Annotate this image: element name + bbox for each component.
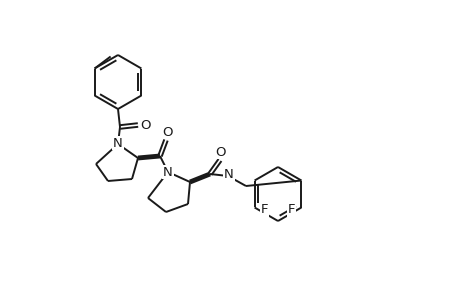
Text: O: O (162, 125, 173, 139)
Text: N: N (163, 166, 173, 178)
Text: O: O (215, 146, 226, 158)
Text: O: O (140, 118, 151, 131)
Text: N: N (224, 167, 233, 181)
Text: F: F (260, 203, 268, 216)
Text: F: F (287, 203, 295, 216)
Text: N: N (113, 136, 123, 149)
